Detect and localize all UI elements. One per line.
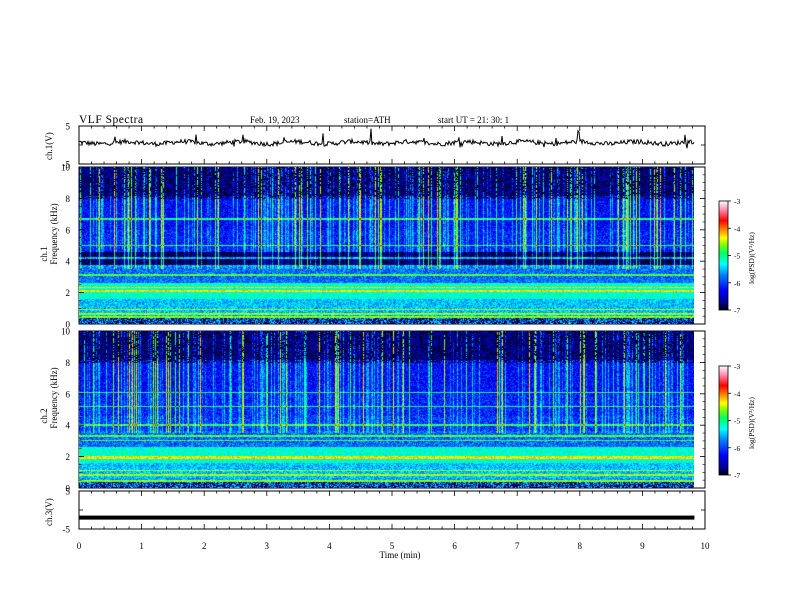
ch2-colorbar-ticks: -3 -4 -5 -6 -7 xyxy=(728,362,740,480)
ch1-spectrogram-heatmap xyxy=(79,167,694,324)
x-tick-label-3: 3 xyxy=(265,541,270,551)
ch2-colorbar-tick-label--3: -3 xyxy=(734,362,740,371)
ch3-wave-y-tick-label-5: 5 xyxy=(66,487,71,497)
x-tick-label-0: 0 xyxy=(77,541,82,551)
ch1-frequency-axis-label-line1: ch.1 xyxy=(39,246,49,261)
ch2-spec-y-tick-label-4: 4 xyxy=(66,421,71,431)
ch2-spec-y-tick-label-6: 6 xyxy=(66,389,71,399)
ch1-waveform-line xyxy=(78,128,695,149)
ch2-colorbar-tick-label--4: -4 xyxy=(734,389,740,398)
ch1-colorbar xyxy=(718,200,729,311)
ch1-colorbar-tick-label--7: -7 xyxy=(734,306,740,315)
ch3-waveform-line xyxy=(79,515,695,520)
station-label: station=ATH xyxy=(344,115,391,125)
ch2-spectrogram-heatmap xyxy=(79,331,694,488)
ch1-wave-y-tick-label--5: -5 xyxy=(63,160,71,170)
x-tick-label-7: 7 xyxy=(515,541,520,551)
ch1-spec-y-tick-label-4: 4 xyxy=(66,257,71,267)
ch1-colorbar-tick-label--6: -6 xyxy=(734,279,740,288)
figure-title: VLF Spectra xyxy=(79,114,144,126)
ch3-wave-y-tick-label--5: -5 xyxy=(63,525,71,535)
ch2-colorbar-tick-label--6: -6 xyxy=(734,444,740,453)
ch1-colorbar-ticks: -3 -4 -5 -6 -7 xyxy=(728,197,740,315)
date-label: Feb. 19, 2023 xyxy=(250,115,300,125)
ch1-spec-y-tick-label-2: 2 xyxy=(66,288,71,298)
ch2-colorbar xyxy=(718,365,729,476)
ch2-spec-y-tick-label-0: 0 xyxy=(66,484,71,494)
ch2-colorbar-tick-label--7: -7 xyxy=(734,471,740,480)
ch1-colorbar-tick-label--4: -4 xyxy=(734,224,740,233)
ch2-frequency-axis-label-line1: ch.2 xyxy=(39,408,49,423)
x-tick-label-6: 6 xyxy=(452,541,457,551)
x-tick-label-2: 2 xyxy=(202,541,207,551)
ch3-voltage-axis-label: ch.3(V) xyxy=(44,498,54,526)
x-tick-label-8: 8 xyxy=(578,541,583,551)
ch1-spec-y-tick-label-10: 10 xyxy=(61,163,71,173)
ch1-frequency-axis-label-line2: Frequency (kHz) xyxy=(49,203,59,264)
ch1-spec-y-tick-label-6: 6 xyxy=(66,225,71,235)
ch2-frequency-axis-label-line2: Frequency (kHz) xyxy=(49,367,59,428)
x-tick-label-4: 4 xyxy=(327,541,332,551)
ch1-colorbar-tick-label--3: -3 xyxy=(734,197,740,206)
ch1-spec-y-tick-label-0: 0 xyxy=(66,320,71,330)
ch1-voltage-axis-label: ch.1(V) xyxy=(44,132,54,160)
panel-ch3-waveform-frame xyxy=(78,490,706,530)
ch1-wave-y-tick-label-5: 5 xyxy=(66,122,71,132)
ch1-colorbar-tick-label--5: -5 xyxy=(734,252,740,261)
panel-ch1-waveform-frame xyxy=(78,125,706,165)
axis-ticks xyxy=(78,126,706,529)
x-tick-label-10: 10 xyxy=(701,541,711,551)
x-tick-label-1: 1 xyxy=(139,541,144,551)
ch2-colorbar-label: log(PSD)(V²/Hz) xyxy=(747,397,756,449)
x-axis-tick-labels: 0 1 2 3 4 5 6 7 8 9 10 xyxy=(77,541,710,551)
ch2-colorbar-tick-label--5: -5 xyxy=(734,417,740,426)
x-tick-label-5: 5 xyxy=(390,541,395,551)
ch1-spec-y-tick-label-8: 8 xyxy=(66,194,71,204)
start-time-label: start UT = 21: 30: 1 xyxy=(438,115,509,125)
x-axis-label: Time (min) xyxy=(380,550,421,560)
x-tick-label-9: 9 xyxy=(640,541,645,551)
ch1-colorbar-label: log(PSD)(V²/Hz) xyxy=(747,232,756,284)
ch2-spec-y-tick-label-2: 2 xyxy=(66,452,71,462)
ch2-spec-y-tick-label-10: 10 xyxy=(61,327,71,337)
ch2-spec-y-tick-label-8: 8 xyxy=(66,358,71,368)
